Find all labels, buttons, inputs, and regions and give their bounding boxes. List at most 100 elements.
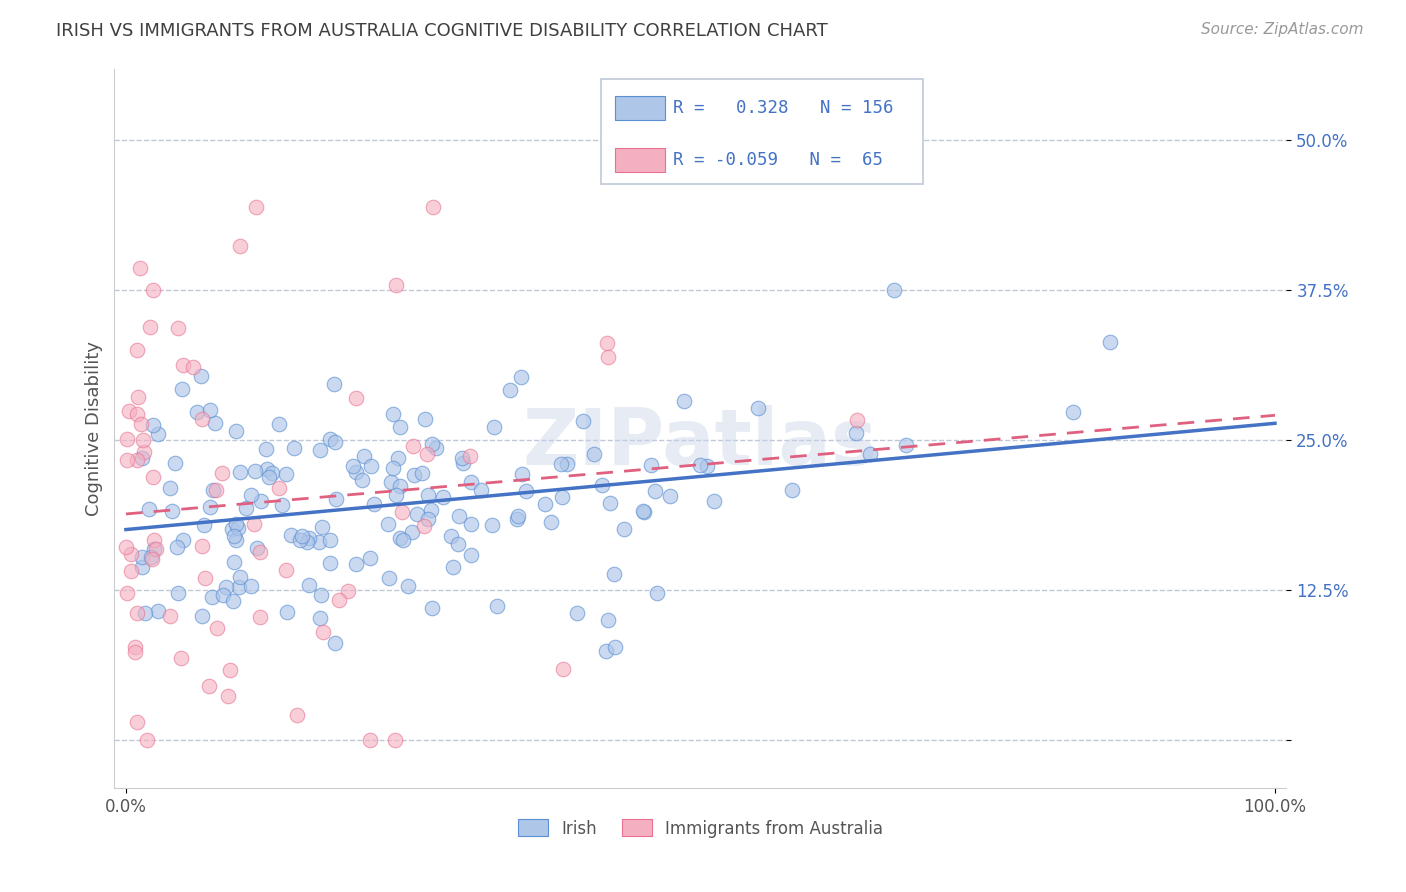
Point: [342, 459, 364, 474]
Point: [499, 383, 522, 397]
Point: [596, 335, 619, 350]
Point: [859, 447, 882, 461]
Point: [510, 467, 533, 482]
Point: [205, 621, 228, 635]
Point: [565, 606, 588, 620]
Point: [142, 417, 165, 432]
Point: [540, 515, 562, 529]
Point: [172, 358, 194, 372]
Point: [159, 609, 181, 624]
Point: [125, 607, 148, 621]
Point: [262, 467, 284, 481]
Point: [319, 432, 342, 446]
Point: [246, 541, 269, 555]
Point: [883, 283, 905, 297]
Point: [555, 457, 578, 471]
Point: [163, 456, 186, 470]
Point: [222, 556, 245, 570]
Point: [460, 516, 482, 531]
Point: [389, 478, 412, 492]
Point: [276, 606, 298, 620]
Point: [169, 650, 191, 665]
Point: [344, 465, 367, 479]
Point: [747, 401, 769, 415]
Point: [131, 434, 153, 448]
Point: [124, 640, 146, 654]
Point: [288, 533, 311, 548]
Point: [551, 663, 574, 677]
Point: [205, 483, 228, 498]
Point: [127, 390, 149, 404]
Point: [384, 732, 406, 747]
Point: [267, 417, 290, 432]
Point: [551, 490, 574, 504]
Bar: [614, 96, 665, 120]
Point: [659, 489, 682, 503]
Point: [143, 541, 166, 556]
Point: [120, 564, 142, 578]
Point: [1062, 405, 1084, 419]
Point: [596, 613, 619, 627]
Point: [198, 679, 221, 693]
Point: [201, 483, 224, 498]
Point: [596, 350, 619, 364]
Point: [298, 578, 321, 592]
Point: [235, 500, 257, 515]
Text: ZIPatlas: ZIPatlas: [523, 405, 877, 481]
Point: [401, 525, 423, 540]
Point: [228, 580, 250, 594]
Point: [148, 604, 170, 618]
Point: [359, 550, 381, 565]
Point: [222, 529, 245, 543]
Point: [211, 588, 233, 602]
Point: [382, 407, 405, 421]
Point: [131, 549, 153, 564]
Point: [387, 451, 409, 466]
Point: [257, 469, 280, 483]
Point: [673, 394, 696, 409]
Point: [323, 435, 346, 450]
Point: [309, 442, 332, 457]
Point: [696, 458, 718, 473]
Point: [845, 426, 868, 441]
Point: [134, 445, 156, 459]
Point: [134, 606, 156, 620]
Point: [115, 432, 138, 446]
Point: [129, 260, 152, 275]
Point: [506, 512, 529, 526]
Point: [131, 417, 153, 431]
Point: [506, 508, 529, 523]
Point: [644, 483, 666, 498]
Point: [572, 414, 595, 428]
Point: [298, 531, 321, 545]
Point: [245, 200, 267, 214]
Point: [243, 516, 266, 531]
Point: [204, 416, 226, 430]
Point: [191, 412, 214, 426]
Point: [183, 359, 205, 374]
Point: [605, 640, 627, 654]
Point: [125, 343, 148, 357]
Point: [344, 558, 367, 572]
Point: [166, 541, 188, 555]
Point: [166, 321, 188, 335]
Point: [200, 591, 222, 605]
Point: [1098, 334, 1121, 349]
Point: [432, 490, 454, 504]
Point: [283, 441, 305, 455]
Point: [439, 529, 461, 543]
Point: [337, 583, 360, 598]
Point: [515, 483, 537, 498]
Point: [194, 571, 217, 585]
Point: [115, 540, 138, 554]
Point: [127, 452, 149, 467]
Point: [388, 531, 411, 545]
Point: [402, 438, 425, 452]
Point: [167, 586, 190, 600]
Point: [322, 377, 344, 392]
Point: [159, 481, 181, 495]
Point: [228, 521, 250, 535]
Point: [413, 519, 436, 533]
Point: [250, 493, 273, 508]
Point: [160, 504, 183, 518]
